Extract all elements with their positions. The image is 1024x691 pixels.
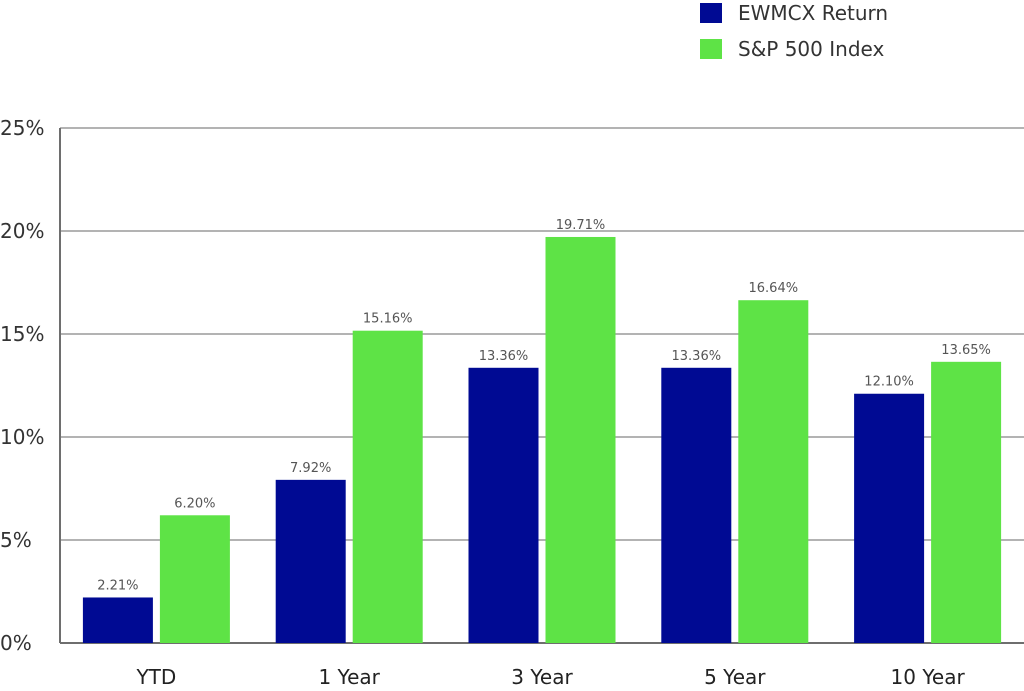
x-tick-label-4: 10 Year	[891, 665, 966, 689]
bar-ewmcx-1	[275, 479, 346, 643]
data-label-sp500-2: 19.71%	[556, 218, 606, 233]
data-label-ewmcx-2: 13.36%	[479, 349, 529, 364]
y-tick-label-5: 5%	[0, 528, 32, 552]
x-tick-label-2: 3 Year	[511, 665, 573, 689]
legend-swatch-ewmcx	[700, 3, 722, 23]
legend-swatch-sp500	[700, 39, 722, 59]
bar-sp500-1	[352, 330, 423, 643]
data-label-sp500-0: 6.20%	[174, 496, 215, 511]
bar-ewmcx-0	[82, 597, 153, 643]
bar-ewmcx-2	[468, 367, 539, 643]
y-tick-label-25: 25%	[0, 116, 44, 140]
legend-label-ewmcx: EWMCX Return	[738, 1, 889, 25]
data-label-ewmcx-0: 2.21%	[97, 578, 138, 593]
bar-sp500-0	[159, 515, 230, 643]
bar-ewmcx-4	[854, 393, 925, 643]
data-label-sp500-3: 16.64%	[749, 281, 799, 296]
bar-sp500-3	[738, 300, 809, 643]
bar-sp500-4	[931, 361, 1002, 643]
data-label-sp500-1: 15.16%	[363, 312, 413, 327]
data-label-sp500-4: 13.65%	[941, 343, 991, 358]
y-tick-label-15: 15%	[0, 322, 44, 346]
data-label-ewmcx-1: 7.92%	[290, 461, 331, 476]
y-tick-label-10: 10%	[0, 425, 44, 449]
data-label-ewmcx-3: 13.36%	[672, 349, 722, 364]
x-tick-label-1: 1 Year	[318, 665, 380, 689]
y-tick-label-0: 0%	[0, 631, 32, 655]
data-label-ewmcx-4: 12.10%	[864, 375, 914, 390]
x-tick-label-3: 5 Year	[704, 665, 766, 689]
bar-ewmcx-3	[661, 367, 732, 643]
bar-sp500-2	[545, 236, 616, 643]
y-tick-label-20: 20%	[0, 219, 44, 243]
legend-label-sp500: S&P 500 Index	[738, 37, 885, 61]
x-tick-label-0: YTD	[135, 665, 176, 689]
